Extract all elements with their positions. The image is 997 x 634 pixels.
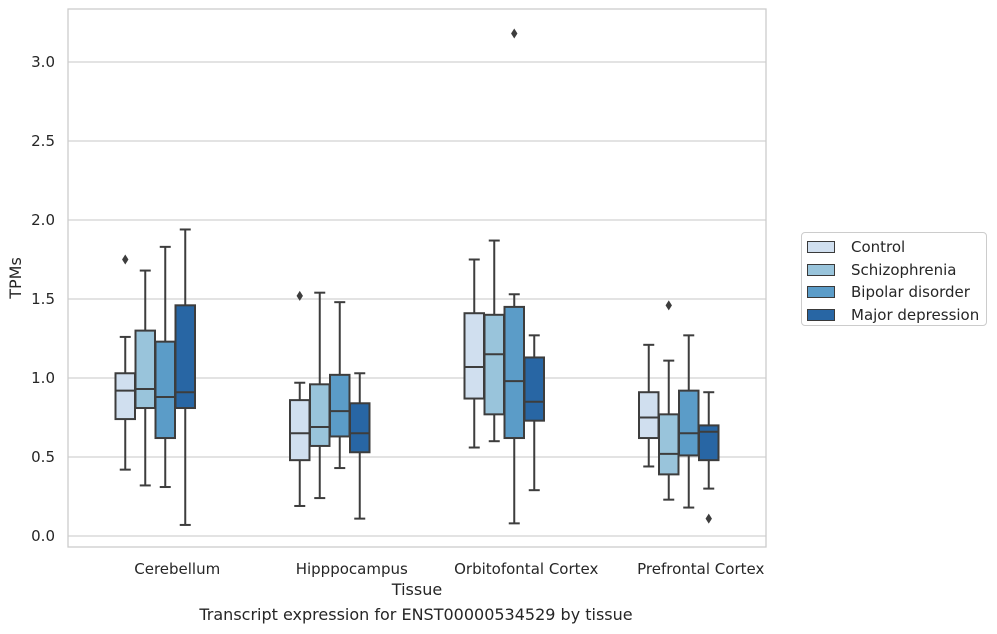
legend-swatch-bipolar-disorder <box>807 286 835 299</box>
box-major-depression-1 <box>174 228 196 526</box>
box-bipolar-disorder-2 <box>329 301 351 470</box>
box-control-1 <box>114 254 136 471</box>
x-tick-label: Cerebellum <box>134 560 220 578</box>
box-control-3 <box>463 258 485 449</box>
box-schizophrenia-1 <box>134 269 156 487</box>
legend-item-schizophrenia: Schizophrenia <box>807 259 986 282</box>
y-tick-labels: 0.0 0.5 1.0 1.5 2.0 2.5 3.0 <box>31 53 55 545</box>
outlier-point <box>665 300 672 311</box>
legend-label-major-depression: Major depression <box>851 305 980 324</box>
box-bipolar-disorder-4 <box>678 334 700 509</box>
legend-swatch-control <box>807 241 835 254</box>
x-tick-label: Hipppocampus <box>296 560 408 578</box>
box-series <box>114 28 720 526</box>
box-major-depression-4 <box>698 391 720 524</box>
iqr-box <box>154 340 176 440</box>
legend-swatch-major-depression <box>807 308 835 321</box>
outlier-point <box>511 28 518 39</box>
iqr-box <box>463 312 485 400</box>
box-major-depression-3 <box>523 334 545 492</box>
box-control-4 <box>638 343 660 468</box>
legend-label-control: Control <box>851 238 906 257</box>
y-tick-label: 2.0 <box>31 211 55 229</box>
box-control-2 <box>289 290 311 507</box>
iqr-box <box>678 389 700 457</box>
box-schizophrenia-3 <box>483 239 505 443</box>
legend-label-bipolar-disorder: Bipolar disorder <box>851 283 970 302</box>
legend-label-schizophrenia: Schizophrenia <box>851 260 957 279</box>
iqr-box <box>698 424 720 462</box>
iqr-box <box>309 383 331 447</box>
iqr-box <box>503 305 525 440</box>
y-tick-label: 3.0 <box>31 53 55 71</box>
iqr-box <box>658 413 680 476</box>
y-axis-label: TPMs <box>6 257 25 300</box>
box-schizophrenia-4 <box>658 300 680 501</box>
x-tick-label: Orbitofontal Cortex <box>454 560 598 578</box>
iqr-box <box>289 399 311 462</box>
iqr-box <box>329 373 351 438</box>
iqr-box <box>349 402 371 454</box>
x-axis-label: Tissue <box>391 580 442 599</box>
legend: Control Schizophrenia Bipolar disorder M… <box>801 232 987 326</box>
plot-frame <box>67 8 767 548</box>
outlier-point <box>296 290 303 301</box>
y-tick-label: 2.5 <box>31 132 55 150</box>
iqr-box <box>483 313 505 416</box>
x-tick-labels: Cerebellum Hipppocampus Orbitofontal Corte… <box>134 560 764 578</box>
box-major-depression-2 <box>349 372 371 520</box>
outlier-point <box>122 254 129 265</box>
legend-item-control: Control <box>807 236 986 259</box>
figure-caption: Transcript expression for ENST0000053452… <box>199 605 633 624</box>
box-bipolar-disorder-1 <box>154 245 176 489</box>
iqr-box <box>134 329 156 410</box>
box-bipolar-disorder-3 <box>503 28 525 525</box>
y-tick-label: 0.0 <box>31 527 55 545</box>
legend-swatch-schizophrenia <box>807 263 835 276</box>
iqr-box <box>174 304 196 410</box>
y-tick-label: 1.5 <box>31 290 55 308</box>
y-tick-label: 0.5 <box>31 448 55 466</box>
iqr-box <box>114 372 136 421</box>
y-tick-label: 1.0 <box>31 369 55 387</box>
x-tick-label: Prefrontal Cortex <box>637 560 764 578</box>
iqr-box <box>523 356 545 422</box>
legend-item-bipolar-disorder: Bipolar disorder <box>807 281 986 304</box>
iqr-box <box>638 391 660 440</box>
legend-item-major-depression: Major depression <box>807 304 986 327</box>
box-schizophrenia-2 <box>309 291 331 500</box>
outlier-point <box>705 513 712 524</box>
